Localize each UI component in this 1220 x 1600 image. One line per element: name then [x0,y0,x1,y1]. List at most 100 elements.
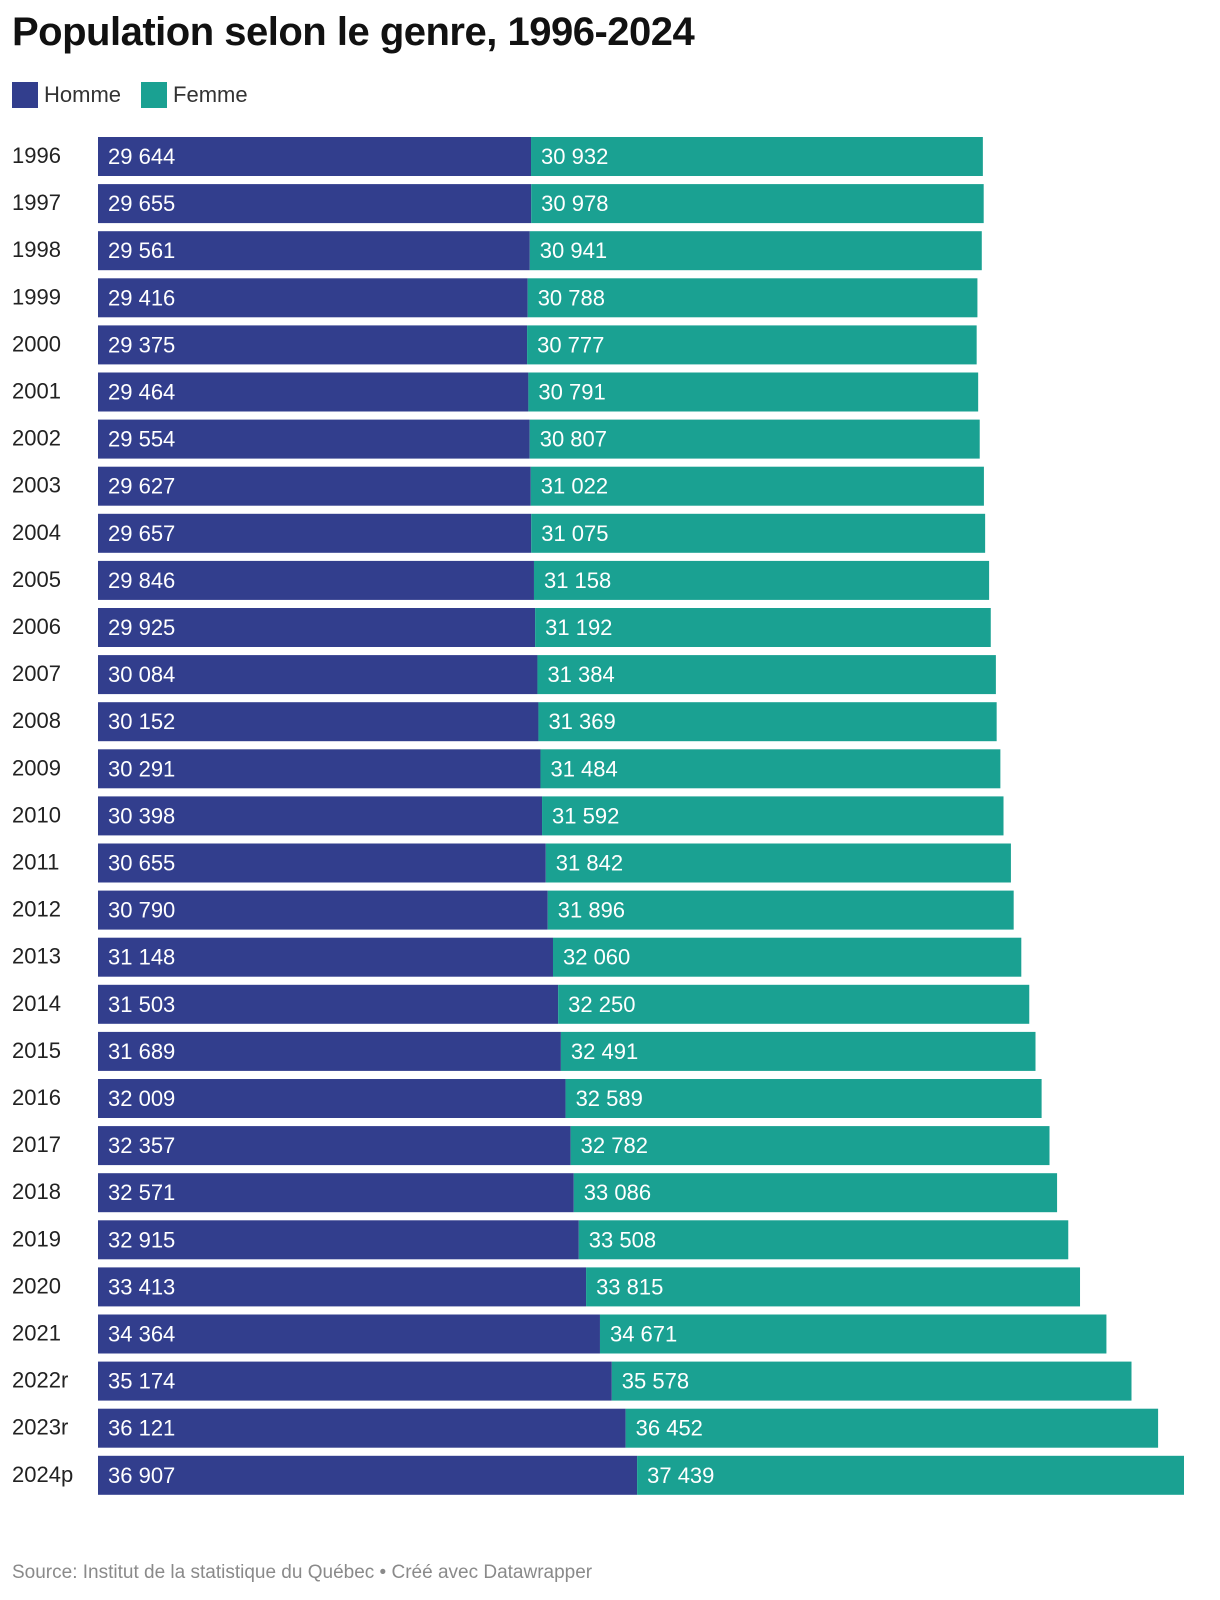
value-label-femme: 36 452 [636,1416,703,1441]
bar-homme [98,137,532,176]
value-label-femme: 33 086 [584,1180,651,1205]
bar-femme [535,608,991,647]
bar-row: 2014 31 503 32 250 [12,984,1030,1024]
bar-femme [586,1267,1081,1307]
bar-homme [98,466,531,506]
bar-femme [552,937,1022,977]
value-label-homme: 29 644 [108,144,175,169]
category-label: 2023r [12,1415,68,1440]
bar-femme [637,1455,1184,1495]
bar-row: 2024p 36 907 37 439 [12,1455,1184,1495]
bar-row: 1997 29 655 30 978 [12,184,984,224]
bar-homme [98,231,530,271]
category-label: 2009 [12,755,61,780]
value-label-homme: 33 413 [108,1274,175,1299]
bar-homme [98,796,543,836]
value-label-homme: 35 174 [108,1369,175,1394]
value-label-femme: 32 060 [563,945,630,970]
category-label: 2008 [12,708,61,733]
value-label-femme: 33 508 [589,1227,656,1252]
bar-homme [98,1267,587,1307]
bar-femme [599,1314,1107,1354]
value-label-homme: 30 152 [108,709,175,734]
value-label-femme: 31 896 [558,898,625,923]
bar-row: 2013 31 148 32 060 [12,937,1022,977]
bar-homme [98,984,559,1024]
bar-femme [542,796,1004,836]
bar-femme [558,984,1030,1024]
value-label-homme: 31 689 [108,1039,175,1064]
bar-row: 2017 32 357 32 782 [12,1126,1050,1166]
bar-homme [98,890,548,930]
bar-row: 2009 30 291 31 484 [12,749,1001,789]
bar-row: 2022r 35 174 35 578 [12,1361,1132,1401]
chart-title: Population selon le genre, 1996-2024 [12,10,695,54]
category-label: 2010 [12,802,61,827]
value-label-homme: 29 846 [108,568,175,593]
value-label-homme: 32 915 [108,1227,175,1252]
category-label: 2024p [12,1462,73,1487]
bar-femme [578,1220,1069,1260]
category-label: 2014 [12,991,61,1016]
value-label-femme: 35 578 [622,1369,689,1394]
bar-homme [98,325,528,365]
legend-swatch-femme [141,82,168,108]
category-label: 2002 [12,426,61,451]
bar-row: 2015 31 689 32 491 [12,1031,1036,1071]
value-label-homme: 32 357 [108,1133,175,1158]
value-label-homme: 31 503 [108,992,175,1017]
value-label-femme: 30 932 [541,144,608,169]
legend-item-homme: Homme [12,82,121,108]
category-label: 2006 [12,614,61,639]
bar-row: 2018 32 571 33 086 [12,1173,1058,1213]
category-label: 2013 [12,944,61,969]
value-label-homme: 34 364 [108,1322,175,1347]
bar-homme [98,702,539,742]
value-label-homme: 36 907 [108,1463,175,1488]
bar-row: 1996 29 644 30 932 [12,137,983,176]
legend-label-homme: Homme [44,82,122,107]
value-label-femme: 31 192 [545,615,612,640]
value-label-femme: 32 782 [581,1133,648,1158]
bar-homme [98,513,532,553]
value-label-femme: 30 941 [540,238,607,263]
source-note: Source: Institut de la statistique du Qu… [12,1562,593,1583]
bar-row: 2000 29 375 30 777 [12,325,977,365]
value-label-femme: 30 978 [541,191,608,216]
value-label-homme: 32 009 [108,1086,175,1111]
legend-label-femme: Femme [173,82,248,107]
value-label-homme: 31 148 [108,945,175,970]
bar-row: 2020 33 413 33 815 [12,1267,1081,1307]
value-label-femme: 32 250 [568,992,635,1017]
bar-row: 2023r 36 121 36 452 [12,1408,1159,1448]
category-label: 2021 [12,1321,61,1346]
bar-femme [545,843,1011,883]
bar-homme [98,1408,626,1448]
value-label-femme: 30 788 [538,285,605,310]
value-label-femme: 31 842 [556,851,623,876]
value-label-homme: 30 291 [108,756,175,781]
value-label-homme: 30 398 [108,803,175,828]
value-label-homme: 30 790 [108,898,175,923]
value-label-femme: 31 369 [548,709,615,734]
bar-homme [98,1079,566,1118]
category-label: 2000 [12,331,61,356]
bar-femme [570,1126,1050,1166]
value-label-femme: 31 484 [550,756,617,781]
value-label-homme: 29 561 [108,238,175,263]
value-label-femme: 30 807 [540,427,607,452]
category-label: 2001 [12,379,61,404]
bar-femme [530,466,984,506]
bar-femme [565,1079,1042,1118]
bar-row: 2001 29 464 30 791 [12,372,979,412]
legend-swatch-homme [12,82,38,108]
bar-homme [98,937,553,977]
bar-homme [98,655,538,695]
bar-homme [98,1361,612,1401]
bar-homme [98,1031,561,1071]
value-label-femme: 31 384 [547,662,614,687]
bar-femme [529,231,982,271]
bar-row: 2004 29 657 31 075 [12,513,986,553]
value-label-homme: 30 655 [108,851,175,876]
bar-homme [98,419,530,459]
